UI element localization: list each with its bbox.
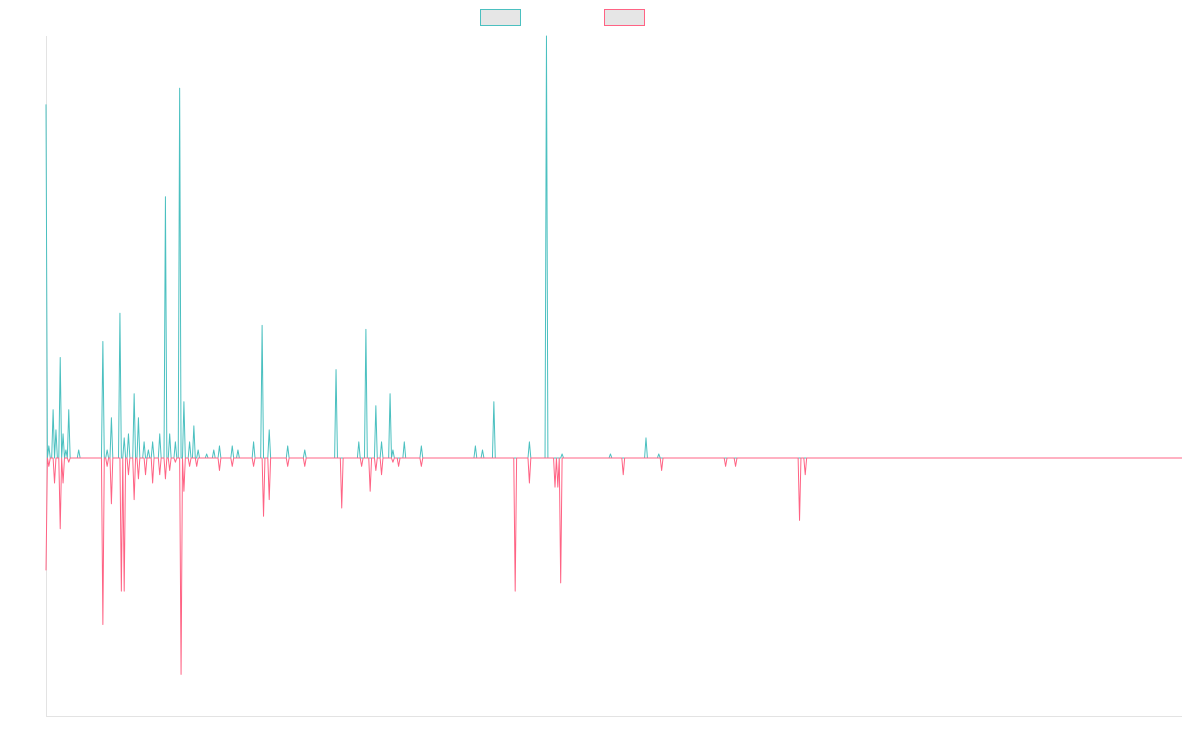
series-line-2 [45,457,1182,675]
legend-swatch-series-1[interactable] [480,9,521,26]
series-line-1 [45,35,1182,459]
legend-swatch-series-2[interactable] [604,9,645,26]
series-layer [45,35,1182,675]
legend [480,9,645,26]
